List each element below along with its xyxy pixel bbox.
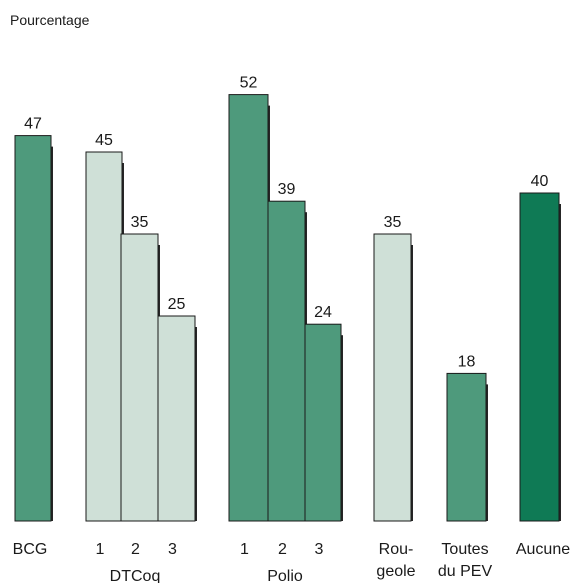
- category-label-aucune: Aucune: [516, 541, 570, 558]
- value-label-dtcoq-1: 45: [95, 132, 113, 149]
- y-axis-label: Pourcentage: [10, 12, 90, 28]
- bar-toutes-du-pev: [446, 372, 487, 522]
- value-label-polio-1: 52: [240, 75, 258, 92]
- bars-layer: [14, 94, 561, 522]
- tick-label-polio-3: 3: [315, 541, 324, 558]
- tick-label-polio-1: 1: [240, 541, 249, 558]
- value-label-rougeole: 35: [384, 214, 402, 231]
- category-label-toutes-du-pev-line1: Toutes: [441, 541, 488, 558]
- category-label-dtcoq: DTCoq: [110, 568, 161, 583]
- value-label-dtcoq-3: 25: [168, 296, 186, 313]
- value-label-toutes-du-pev: 18: [458, 353, 476, 370]
- category-label-bcg: BCG: [13, 541, 48, 558]
- bar-aucune: [519, 192, 560, 522]
- value-label-dtcoq-2: 35: [131, 214, 149, 231]
- category-label-toutes-du-pev-line2: du PEV: [438, 563, 493, 580]
- bar-bcg: [14, 135, 52, 522]
- value-label-bcg: 47: [24, 116, 42, 133]
- category-label-polio: Polio: [267, 568, 303, 583]
- bar-dtcoq-2: [120, 233, 159, 522]
- category-label-rougeole-line2: geole: [376, 563, 415, 580]
- tick-label-dtcoq-3: 3: [168, 541, 177, 558]
- bar-polio-1: [228, 94, 269, 522]
- bar-polio-2: [267, 200, 306, 522]
- tick-label-dtcoq-1: 1: [96, 541, 105, 558]
- bar-dtcoq-3: [157, 315, 196, 522]
- bar-rougeole: [373, 233, 412, 522]
- category-label-rougeole-line1: Rou-: [379, 541, 414, 558]
- value-label-polio-2: 39: [278, 181, 296, 198]
- tick-label-dtcoq-2: 2: [131, 541, 140, 558]
- bar-polio-3: [304, 323, 342, 522]
- value-label-polio-3: 24: [314, 304, 332, 321]
- value-label-aucune: 40: [531, 173, 549, 190]
- bar-dtcoq-1: [85, 151, 123, 522]
- tick-label-polio-2: 2: [278, 541, 287, 558]
